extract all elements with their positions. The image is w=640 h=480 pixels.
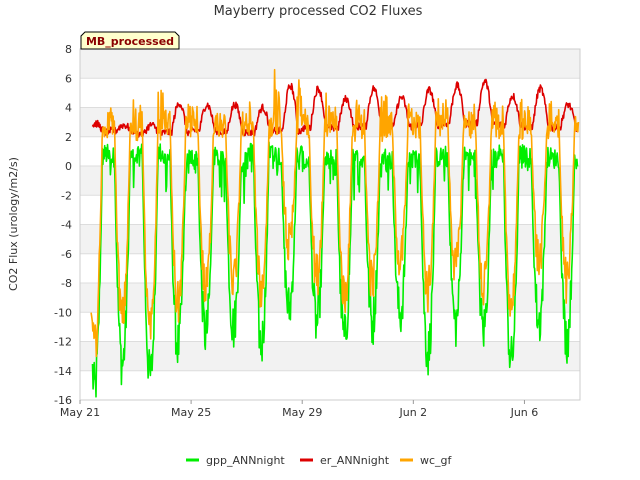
x-tick-label: May 21 [60,406,100,419]
legend-label: er_ANNnight [320,454,390,467]
series-layer [90,68,580,398]
series-line-wc_gf [90,68,580,358]
x-tick-label: May 29 [282,406,322,419]
legend: gpp_ANNnight er_ANNnight wc_gf [186,454,453,467]
x-tick-label: Jun 6 [510,406,539,419]
y-tick-label: -6 [61,248,72,261]
processed-badge: MB_processed [80,31,180,50]
y-tick-label: -12 [54,336,72,349]
x-tick-label: May 25 [171,406,211,419]
y-tick-label: 8 [65,43,72,56]
y-tick-label: -8 [61,277,72,290]
y-tick-label: 2 [65,131,72,144]
grid-band [80,224,580,254]
chart-title: Mayberry processed CO2 Fluxes [214,4,423,19]
axes: -16 -14 -12 -10 -8 -6 -4 -2 0 2 4 6 8 May 21 May 25 May… [54,43,581,419]
badge-box [80,31,180,50]
grid-band [80,341,580,371]
y-tick-label: -14 [54,365,72,378]
y-tick-label: -4 [61,219,72,232]
y-axis-label: CO2 Flux (urology/m2/s) [7,157,20,291]
grid-band [80,49,580,79]
legend-label: wc_gf [420,454,453,467]
badge-label: MB_processed [86,35,174,48]
y-tick-label: 0 [65,160,72,173]
series-line-gpp_ANNnight [91,141,579,398]
y-tick-label: -16 [54,394,72,407]
grid-band [80,283,580,313]
legend-label: gpp_ANNnight [206,454,285,467]
x-tick-label: Jun 2 [398,406,427,419]
y-tick-label: -10 [54,306,72,319]
plot-frame [79,48,581,401]
y-tick-label: 6 [65,72,72,85]
y-tick-label: 4 [65,102,72,115]
y-tick-label: -2 [61,189,72,202]
